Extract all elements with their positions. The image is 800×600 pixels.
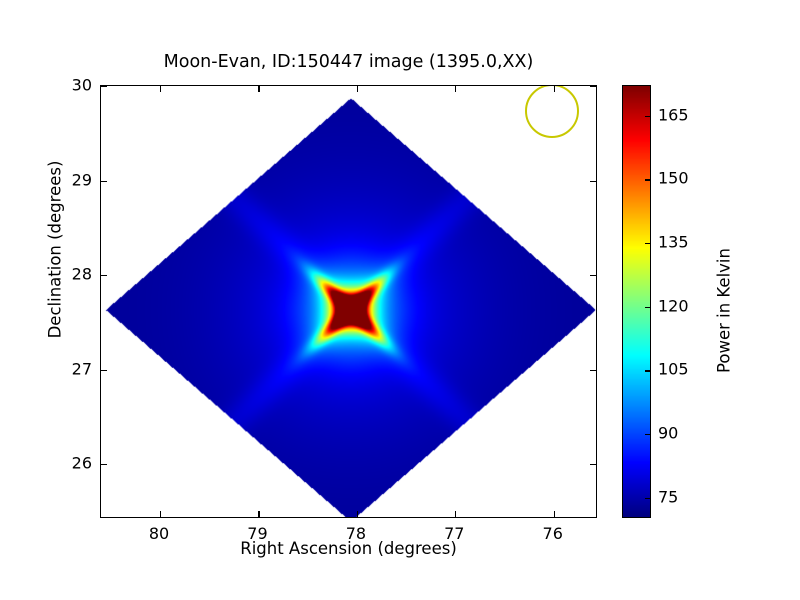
sky-image-heatmap <box>101 86 596 517</box>
colorbar-label: Power in Kelvin <box>714 248 734 373</box>
colorbar-tick-label: 135 <box>658 232 689 252</box>
colorbar-tick-mark <box>645 370 650 372</box>
colorbar-tick-label: 105 <box>658 359 689 379</box>
page-title: Moon-Evan, ID:150447 image (1395.0,XX) <box>163 52 534 72</box>
y-axis-label: Declination (degrees) <box>45 160 65 339</box>
colorbar-tick-mark <box>645 115 650 117</box>
x-tick-mark <box>160 511 162 517</box>
image-axes[interactable] <box>100 85 597 518</box>
y-tick-mark <box>101 275 107 277</box>
y-tick-label: 28 <box>71 264 92 284</box>
x-tick-mark <box>553 86 555 92</box>
x-tick-label: 76 <box>542 524 563 543</box>
colorbar-gradient <box>623 86 650 517</box>
colorbar-tick-mark <box>645 179 650 181</box>
y-tick-mark <box>101 369 107 371</box>
x-tick-mark <box>258 86 260 92</box>
x-tick-mark <box>455 86 457 92</box>
x-tick-mark <box>356 511 359 517</box>
colorbar-tick-mark <box>645 497 650 499</box>
x-tick-mark <box>356 86 359 92</box>
y-tick-label: 26 <box>71 453 92 473</box>
y-tick-mark <box>590 275 596 277</box>
y-tick-label: 27 <box>71 359 92 379</box>
y-tick-mark <box>590 369 596 371</box>
colorbar[interactable] <box>622 85 651 518</box>
beam-size-circle <box>525 86 579 138</box>
colorbar-tick-mark <box>645 243 650 245</box>
x-tick-label: 79 <box>247 524 268 543</box>
y-tick-mark <box>590 180 596 182</box>
colorbar-tick-mark <box>645 434 650 436</box>
y-tick-mark <box>101 180 107 182</box>
x-tick-label: 78 <box>345 524 367 543</box>
y-tick-label: 30 <box>71 75 92 95</box>
x-axis-label: Right Ascension (degrees) <box>240 539 457 558</box>
y-tick-mark <box>101 464 107 466</box>
x-tick-mark <box>455 511 457 517</box>
colorbar-tick-label: 75 <box>658 487 679 507</box>
x-tick-mark <box>160 86 162 92</box>
colorbar-tick-mark <box>645 306 650 308</box>
colorbar-tick-label: 150 <box>658 168 689 188</box>
colorbar-tick-label: 120 <box>658 296 689 316</box>
y-tick-mark <box>590 464 596 466</box>
y-tick-mark <box>101 86 107 88</box>
x-tick-mark <box>258 511 260 517</box>
x-tick-label: 80 <box>148 524 170 543</box>
x-tick-mark <box>553 511 555 517</box>
x-tick-label: 77 <box>444 524 465 543</box>
colorbar-tick-label: 90 <box>658 423 679 443</box>
y-tick-label: 29 <box>71 170 92 190</box>
colorbar-tick-label: 165 <box>658 105 689 125</box>
y-tick-mark <box>590 86 596 88</box>
